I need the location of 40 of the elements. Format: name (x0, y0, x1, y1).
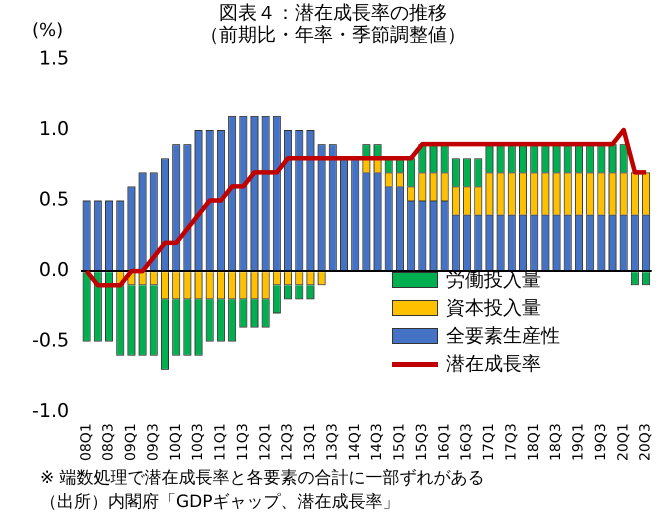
x-tick-label: 09Q1 (123, 423, 140, 462)
x-tick-label: 19Q3 (592, 423, 609, 462)
y-tick-label: -0.5 (32, 330, 70, 352)
x-tick-label: 15Q1 (392, 423, 408, 462)
x-tick-label: 08Q1 (78, 423, 94, 462)
chart-subtitle: （前期比・年率・季節調整値） (200, 24, 466, 46)
chart-title: 図表４：潜在成長率の推移 (219, 2, 447, 24)
legend-label: 資本投入量 (446, 296, 541, 321)
x-tick-label: 13Q1 (302, 423, 318, 462)
x-tick-label: 12Q3 (280, 423, 296, 462)
x-tick-label: 18Q3 (548, 423, 564, 462)
x-tick-label: 17Q1 (481, 423, 498, 462)
legend-label: 全要素生産性 (446, 324, 560, 349)
y-tick-label: -1.0 (32, 400, 70, 422)
x-tick-label: 19Q1 (570, 423, 587, 462)
y-axis-title: (%) (32, 20, 64, 41)
x-tick-label: 13Q3 (324, 423, 340, 462)
x-tick-label: 08Q3 (100, 423, 117, 462)
x-tick-label: 20Q3 (638, 423, 654, 462)
y-tick-label: 0.5 (38, 188, 70, 210)
y-tick-label: 0.0 (38, 259, 70, 282)
x-tick-label: 10Q1 (168, 423, 184, 462)
y-tick-label: 1.0 (38, 118, 70, 140)
legend-label: 潜在成長率 (446, 352, 541, 377)
x-tick-label: 11Q1 (212, 423, 229, 462)
x-tick-label: 11Q3 (234, 423, 251, 462)
x-tick-label: 10Q3 (190, 423, 206, 462)
text: ※ 端数処理で潜在成長率と各要素の合計に一部ずれがある (40, 467, 485, 490)
x-tick-label: 16Q1 (436, 423, 452, 462)
y-tick-label: 1.5 (38, 47, 70, 70)
x-tick-label: 14Q3 (369, 423, 386, 462)
x-tick-label: 20Q1 (615, 423, 632, 462)
x-tick-label: 12Q1 (257, 423, 274, 462)
x-tick-label: 18Q1 (526, 423, 542, 462)
x-tick-label: 09Q3 (145, 423, 162, 462)
x-tick-label: 14Q1 (346, 423, 363, 462)
text: （出所）内閣府「GDPギャップ、潜在成長率」 (40, 491, 401, 514)
x-tick-label: 16Q3 (458, 423, 475, 462)
x-tick-label: 17Q3 (503, 423, 520, 462)
x-tick-label: 15Q3 (414, 423, 430, 462)
